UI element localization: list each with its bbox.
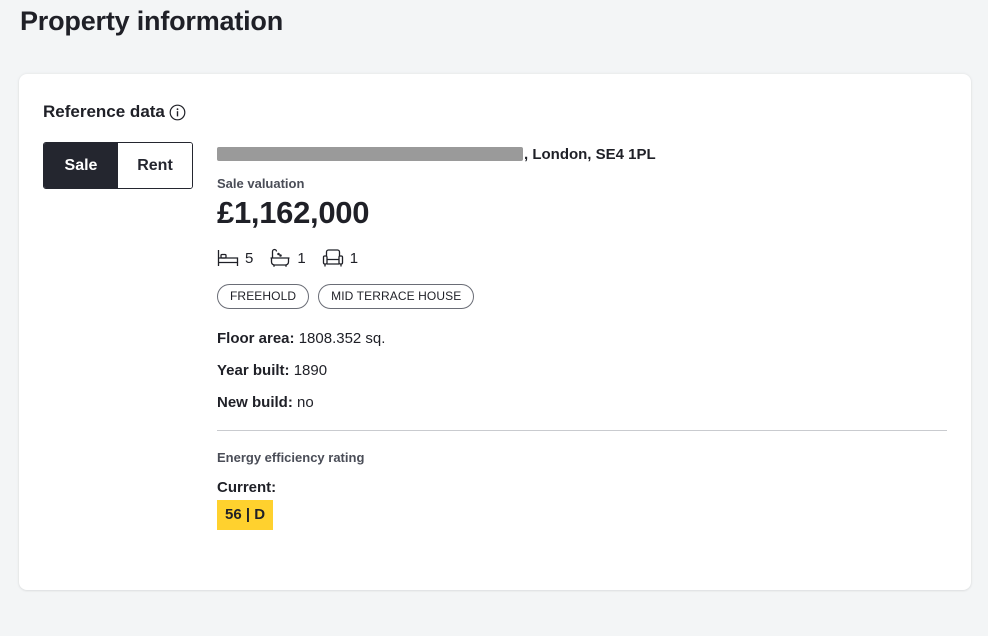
sale-toggle-button[interactable]: Sale [44,143,118,188]
new-build-row: New build: no [217,394,947,426]
section-title-text: Reference data [43,102,165,121]
rent-toggle-button[interactable]: Rent [118,143,192,188]
year-built-row: Year built: 1890 [217,362,947,394]
address-text: , London, SE4 1PL [524,145,656,163]
property-features: 5 1 [217,247,947,269]
bedrooms-feature: 5 [217,248,253,268]
section-title: Reference data [43,102,186,122]
property-type-tag: MID TERRACE HOUSE [318,284,475,309]
reception-feature: 1 [322,248,358,268]
reference-data-card: Reference data Sale Rent , London, SE4 1… [19,74,971,590]
redacted-address [217,147,523,161]
reception-count: 1 [349,249,359,267]
new-build-label: New build: [217,394,293,411]
sale-valuation-value: £1,162,000 [217,195,370,230]
floor-area-value: 1808.352 sq. [298,330,386,347]
new-build-value: no [297,394,314,411]
bath-icon [269,248,291,268]
divider [217,430,947,431]
property-tags: FREEHOLD MID TERRACE HOUSE [217,284,947,309]
year-built-label: Year built: [217,362,290,379]
info-circle-icon[interactable] [169,104,186,121]
bathrooms-feature: 1 [269,248,306,268]
page-title: Property information [20,6,284,36]
property-details: , London, SE4 1PL Sale valuation £1,162,… [217,146,947,530]
floor-area-label: Floor area: [217,330,295,347]
sale-rent-toggle: Sale Rent [43,142,193,189]
energy-efficiency-label: Energy efficiency rating [217,450,365,465]
floor-area-row: Floor area: 1808.352 sq. [217,330,947,362]
bed-icon [217,248,239,268]
current-rating-label: Current: [217,479,277,496]
year-built-value: 1890 [293,362,328,379]
tenure-tag: FREEHOLD [217,284,310,309]
property-attributes: Floor area: 1808.352 sq. Year built: 189… [217,330,947,426]
bedrooms-count: 5 [245,249,254,267]
bathrooms-count: 1 [297,249,306,267]
address: , London, SE4 1PL [217,145,947,163]
valuation-label: Sale valuation [217,176,305,191]
armchair-icon [322,248,344,268]
energy-rating-badge: 56 | D [217,500,274,530]
